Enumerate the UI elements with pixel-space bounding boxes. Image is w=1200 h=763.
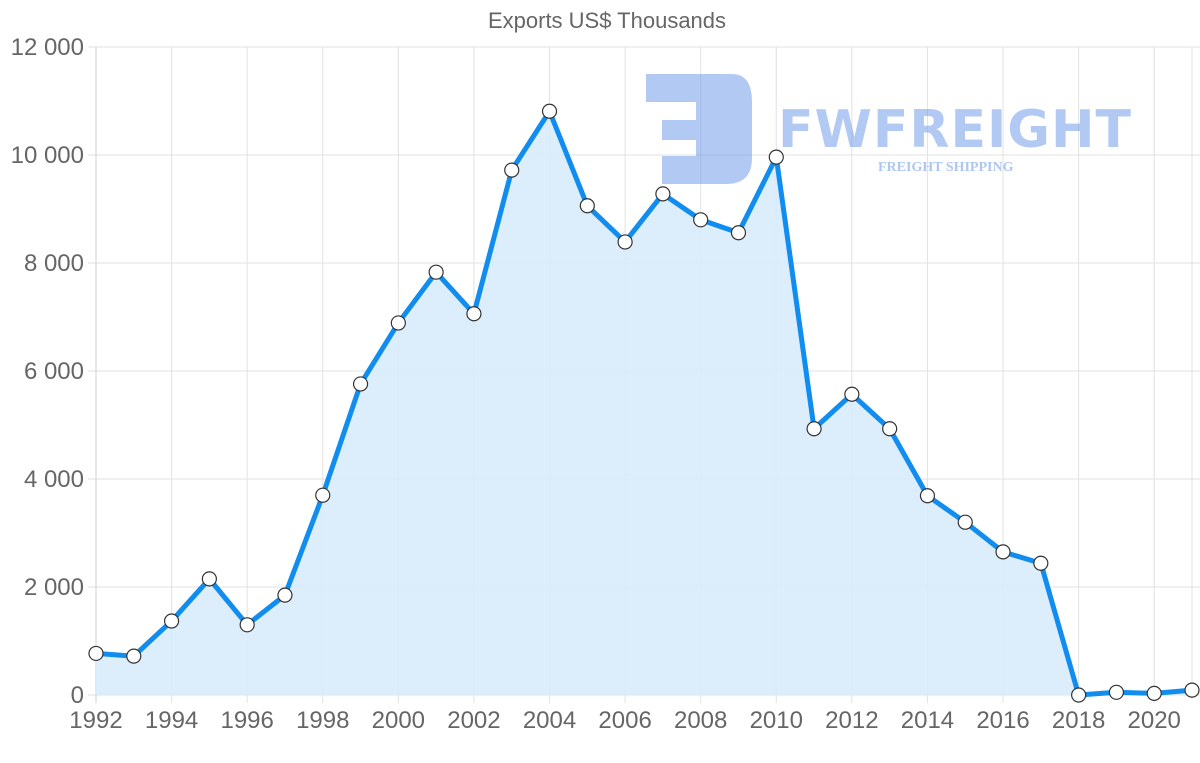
data-point-2019[interactable] xyxy=(1108,684,1125,700)
x-tick-label: 2010 xyxy=(750,707,803,734)
y-tick-label: 6 000 xyxy=(24,358,84,385)
x-tick-label: 2014 xyxy=(901,707,954,734)
data-point-1994[interactable] xyxy=(163,613,180,629)
data-point-1995[interactable] xyxy=(201,571,217,587)
y-tick-label: 12 000 xyxy=(11,34,84,61)
data-point-2016[interactable] xyxy=(995,544,1011,560)
data-point-2021[interactable] xyxy=(1184,682,1200,698)
data-point-2017[interactable] xyxy=(1033,555,1049,571)
x-tick-label: 2008 xyxy=(674,707,727,734)
y-axis-ticks: 0 2 000 4 000 6 000 8 000 10 000 12 000 xyxy=(11,34,84,709)
x-tick-label: 1998 xyxy=(296,707,349,734)
data-point-2014[interactable] xyxy=(919,488,936,504)
data-point-2015[interactable] xyxy=(957,514,973,530)
x-tick-label: 1994 xyxy=(145,707,198,734)
x-tick-label: 2006 xyxy=(598,707,651,734)
data-point-2018[interactable] xyxy=(1071,687,1087,703)
x-tick-label: 2012 xyxy=(825,707,878,734)
x-tick-label: 2016 xyxy=(976,707,1029,734)
x-tick-label: 2002 xyxy=(447,707,500,734)
data-point-2008[interactable] xyxy=(693,212,709,228)
area-fill xyxy=(96,111,1192,695)
x-tick-label: 1992 xyxy=(69,707,122,734)
x-axis-ticks: 1992 1994 1996 1998 2000 2002 2004 2006 2008 2010… xyxy=(69,707,1181,734)
data-point-2004[interactable] xyxy=(541,103,558,119)
y-tick-label: 2 000 xyxy=(24,574,84,601)
data-markers xyxy=(88,103,1200,703)
data-point-2012[interactable] xyxy=(844,386,860,402)
x-tick-label: 1996 xyxy=(220,707,273,734)
data-point-2006[interactable] xyxy=(617,234,633,250)
data-point-1999[interactable] xyxy=(352,376,369,392)
data-point-1998[interactable] xyxy=(315,487,331,503)
x-tick-label: 2020 xyxy=(1128,707,1181,734)
y-tick-label: 8 000 xyxy=(24,250,84,277)
y-tick-label: 10 000 xyxy=(11,142,84,169)
data-point-2003[interactable] xyxy=(504,162,520,178)
data-point-2013[interactable] xyxy=(882,421,898,437)
data-point-1997[interactable] xyxy=(277,587,293,603)
y-tick-label: 0 xyxy=(71,682,84,709)
data-point-2020[interactable] xyxy=(1146,685,1162,701)
x-tick-label: 2000 xyxy=(372,707,425,734)
x-tick-label: 2018 xyxy=(1052,707,1105,734)
data-point-2001[interactable] xyxy=(428,264,444,280)
data-point-2011[interactable] xyxy=(806,421,822,437)
x-tick-label: 2004 xyxy=(523,707,576,734)
data-point-2009[interactable] xyxy=(730,225,747,241)
data-point-2005[interactable] xyxy=(579,198,595,214)
data-point-2007[interactable] xyxy=(655,186,671,202)
data-point-2000[interactable] xyxy=(390,315,406,331)
data-point-2010[interactable] xyxy=(768,149,784,165)
data-point-2002[interactable] xyxy=(466,306,482,322)
data-point-1992[interactable] xyxy=(88,645,104,662)
y-tick-label: 4 000 xyxy=(24,466,84,493)
chart-title: Exports US$ Thousands xyxy=(487,8,727,33)
data-point-1993[interactable] xyxy=(126,648,142,664)
data-point-1996[interactable] xyxy=(239,617,255,633)
